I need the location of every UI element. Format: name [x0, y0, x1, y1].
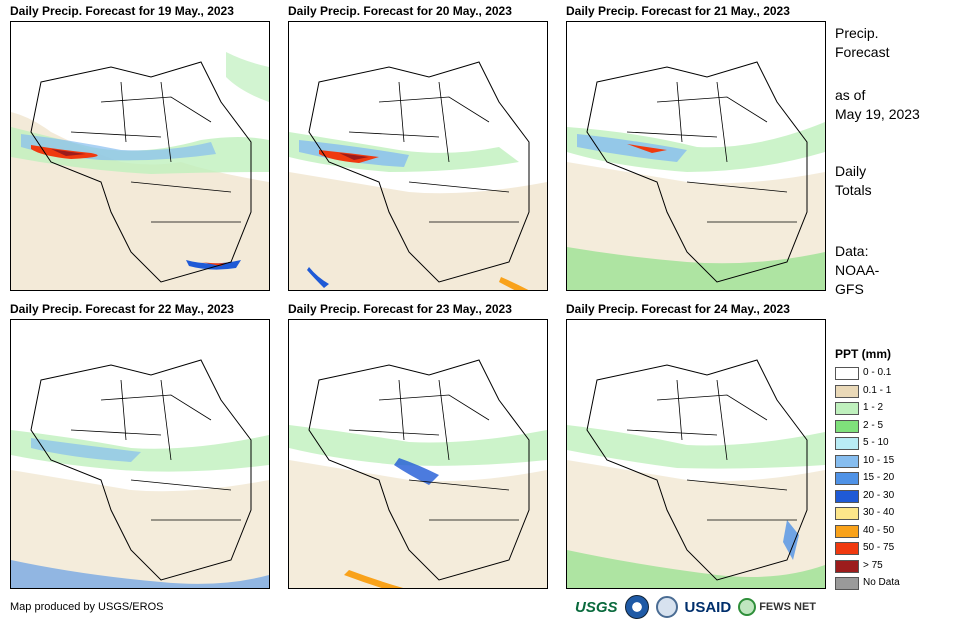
legend-label: 10 - 15: [863, 454, 895, 466]
legend-swatch: [835, 559, 859, 573]
legend-swatch: [835, 577, 859, 590]
legend-label: 0.1 - 1: [863, 384, 892, 396]
legend-label: 1 - 2: [863, 402, 884, 413]
fews-net-logo: FEWS NET: [738, 598, 816, 616]
legend-swatch: [835, 367, 859, 380]
sidebar-daily-line1: Daily: [835, 163, 867, 179]
sidebar-asof-line1: as of: [835, 87, 866, 103]
legend-label: 0 - 0.1: [863, 367, 892, 378]
precip-map: [10, 319, 270, 589]
sidebar-title: Precip. Forecast: [835, 24, 889, 62]
legend-label: 50 - 75: [863, 542, 895, 553]
precip-map: [288, 319, 548, 589]
usaid-logo: USAID: [685, 599, 732, 616]
legend-swatch: [835, 384, 859, 398]
legend-title: PPT (mm): [835, 347, 892, 361]
sidebar-data-line1: Data:: [835, 243, 869, 259]
usgs-logo: USGS: [575, 598, 618, 616]
panel-title: Daily Precip. Forecast for 22 May., 2023: [10, 302, 234, 316]
legend-swatch: [835, 507, 859, 520]
fews-globe-icon: [738, 598, 757, 616]
legend-swatch: [835, 437, 859, 450]
sidebar-daily-line2: Totals: [835, 182, 872, 198]
legend-swatch: [835, 524, 859, 538]
legend-label: 15 - 20: [863, 472, 895, 483]
sidebar-daily: Daily Totals: [835, 162, 872, 200]
panel-title: Daily Precip. Forecast for 23 May., 2023: [288, 302, 512, 316]
legend-label: 20 - 30: [863, 489, 895, 501]
sidebar-asof-line2: May 19, 2023: [835, 106, 920, 122]
sidebar-title-line2: Forecast: [835, 44, 890, 60]
precip-map: [288, 21, 548, 291]
sidebar-data-line3: GFS: [835, 281, 864, 297]
state-department-seal-icon: [655, 596, 678, 618]
legend-swatch: [835, 402, 859, 415]
legend-label: 2 - 5: [863, 419, 884, 431]
sidebar-data-source: Data: NOAA- GFS: [835, 242, 879, 299]
map-credit: Map produced by USGS/EROS: [10, 601, 164, 613]
legend-label: 40 - 50: [863, 524, 895, 536]
legend-swatch: [835, 419, 859, 433]
usaid-logo-text: USAID: [684, 598, 732, 616]
legend-label: 5 - 10: [863, 437, 889, 448]
legend-label: > 75: [863, 559, 883, 571]
sidebar-title-line1: Precip.: [835, 25, 879, 41]
legend-swatch: [835, 472, 859, 485]
panel-title: Daily Precip. Forecast for 19 May., 2023: [10, 4, 234, 18]
partner-logos: USGS USAID FEWS NET: [575, 593, 816, 621]
precip-map: [10, 21, 270, 291]
sidebar-asof: as of May 19, 2023: [835, 86, 920, 124]
precip-map: [566, 319, 826, 589]
legend-label: 30 - 40: [863, 507, 895, 518]
panel-title: Daily Precip. Forecast for 20 May., 2023: [288, 4, 512, 18]
legend-swatch: [835, 489, 859, 503]
fews-net-text: FEWS NET: [759, 601, 817, 613]
noaa-logo-icon: [624, 595, 649, 619]
legend-label: No Data: [863, 577, 900, 588]
legend-swatch: [835, 542, 859, 555]
precip-map: [566, 21, 826, 291]
panel-title: Daily Precip. Forecast for 21 May., 2023: [566, 4, 790, 18]
legend-swatch: [835, 454, 859, 468]
sidebar-data-line2: NOAA-: [835, 262, 880, 278]
panel-title: Daily Precip. Forecast for 24 May., 2023: [566, 302, 790, 316]
